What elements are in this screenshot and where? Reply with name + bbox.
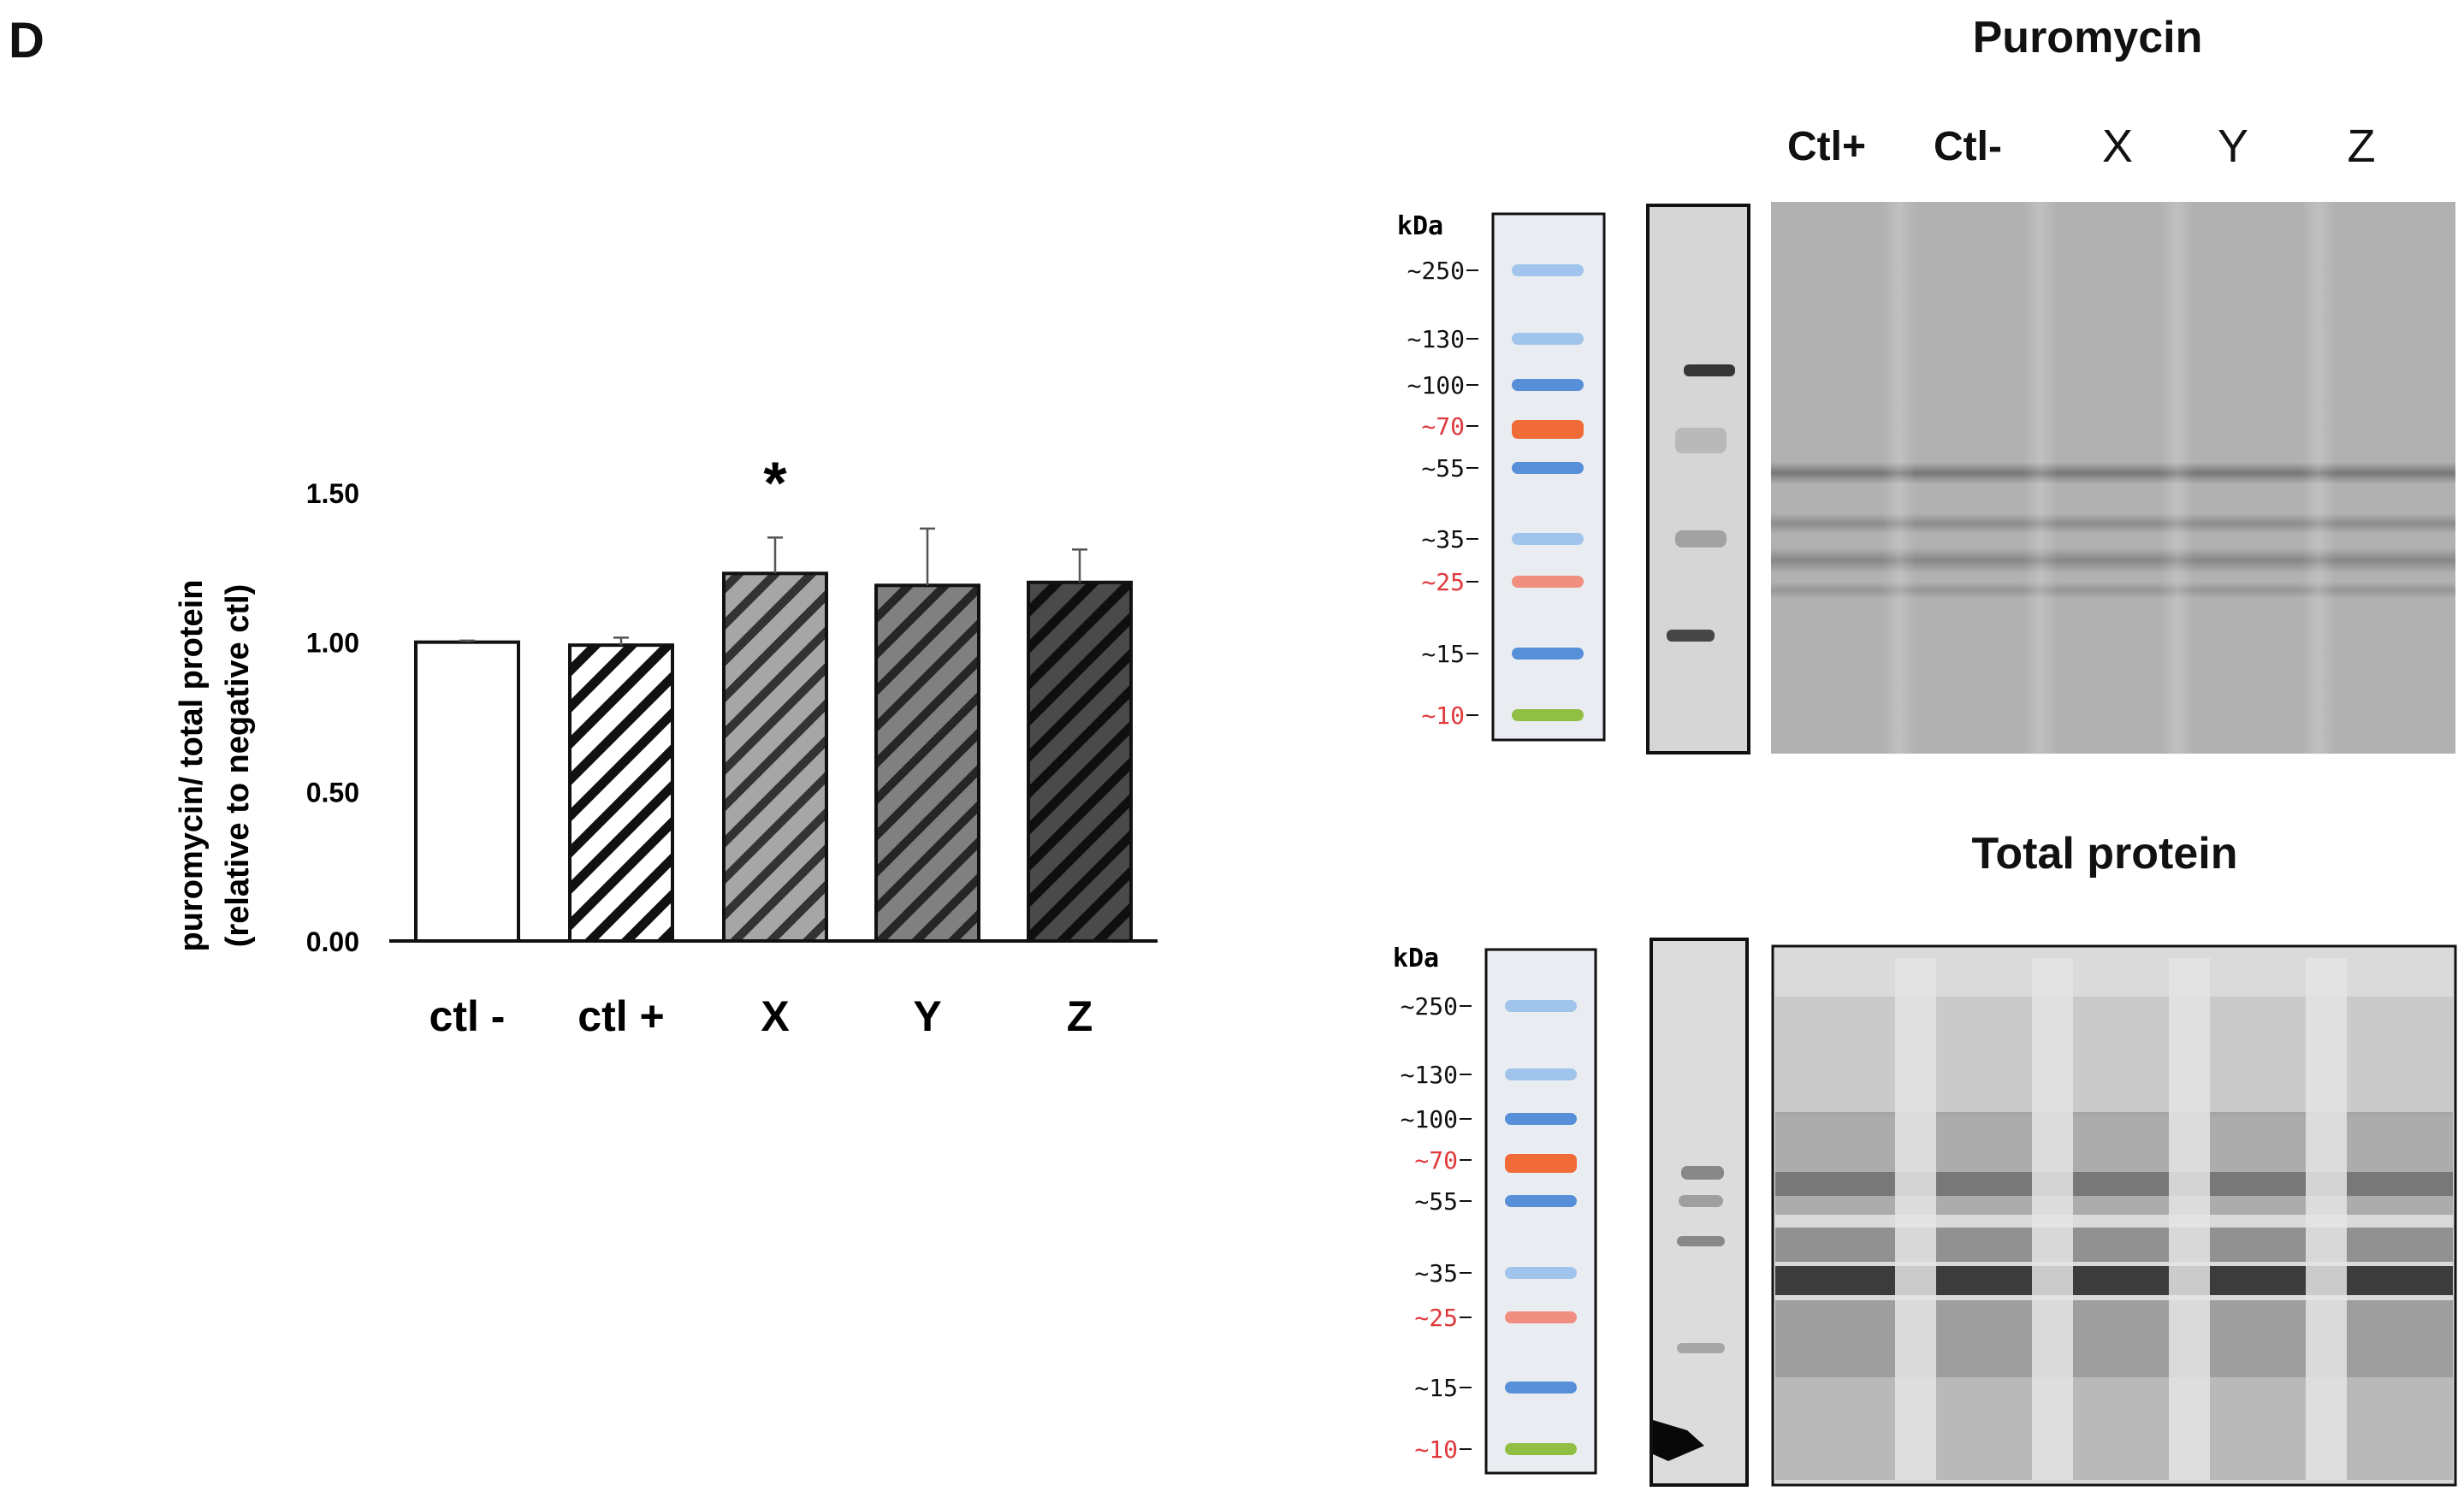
marker-band bbox=[1512, 379, 1584, 391]
marker-band bbox=[1505, 1267, 1577, 1279]
lane-label-z: Z bbox=[2347, 121, 2376, 172]
lane-label-y: Y bbox=[2217, 121, 2249, 172]
marker-band bbox=[1505, 1000, 1577, 1012]
y-axis-title-line-1: puromycin/ total protein bbox=[174, 580, 210, 952]
puromycin-ladder-frame bbox=[1491, 212, 1606, 742]
total-protein-ladder-strip bbox=[1650, 938, 1749, 1487]
y-axis-title: puromycin/ total protein (relative to ne… bbox=[174, 580, 256, 952]
x-tick-label: Y bbox=[913, 992, 941, 1040]
marker-label: ~250 bbox=[1401, 992, 1458, 1021]
puromycin-kda-label: kDa bbox=[1397, 211, 1443, 241]
x-tick-label: ctl - bbox=[429, 992, 506, 1040]
y-tick-label: 1.50 bbox=[306, 478, 359, 509]
marker-label: ~25 bbox=[1421, 568, 1465, 596]
puromycin-blot-title: Puromycin bbox=[1972, 13, 2203, 62]
marker-band bbox=[1512, 420, 1584, 439]
lane-label-ctl-plus: Ctl+ bbox=[1786, 124, 1866, 169]
marker-band bbox=[1505, 1311, 1577, 1323]
marker-label: ~35 bbox=[1421, 525, 1465, 553]
marker-band bbox=[1505, 1113, 1577, 1125]
lane-label-x: X bbox=[2101, 121, 2134, 172]
marker-label: ~130 bbox=[1407, 325, 1465, 353]
lane-label-ctl-minus: Ctl- bbox=[1934, 124, 2002, 169]
marker-band bbox=[1505, 1154, 1577, 1173]
bar-2 bbox=[568, 643, 674, 943]
x-tick-label: X bbox=[761, 992, 789, 1040]
marker-label: ~70 bbox=[1421, 412, 1465, 441]
marker-label: ~25 bbox=[1414, 1304, 1458, 1332]
marker-band bbox=[1505, 1443, 1577, 1455]
puromycin-marker-ladder: kDa ~250 ~130 ~100 ~70 ~55 ~35 ~25 ~15 ~10 bbox=[1397, 211, 1606, 742]
marker-label: ~100 bbox=[1407, 371, 1465, 399]
marker-band bbox=[1512, 648, 1584, 660]
puromycin-ladder-strip bbox=[1646, 204, 1750, 754]
marker-band bbox=[1512, 333, 1584, 345]
panel-label: D bbox=[9, 13, 44, 68]
x-axis-labels: ctl - ctl + X Y Z bbox=[429, 992, 1093, 1040]
marker-label: ~100 bbox=[1401, 1105, 1458, 1133]
marker-band bbox=[1505, 1195, 1577, 1207]
x-tick-label: Z bbox=[1067, 992, 1093, 1040]
marker-band bbox=[1512, 264, 1584, 276]
marker-label: ~10 bbox=[1421, 701, 1465, 730]
bar-chart: puromycin/ total protein (relative to ne… bbox=[174, 449, 1158, 1040]
y-tick-label: 1.00 bbox=[306, 628, 359, 659]
significance-annotation: * bbox=[763, 449, 787, 516]
marker-band bbox=[1512, 462, 1584, 474]
marker-label: ~35 bbox=[1414, 1259, 1458, 1287]
marker-label: ~55 bbox=[1414, 1187, 1458, 1216]
marker-label: ~250 bbox=[1407, 257, 1465, 285]
total-protein-blot-image bbox=[1771, 944, 2457, 1487]
x-tick-label: ctl + bbox=[578, 992, 664, 1040]
annotations: * bbox=[763, 449, 787, 516]
error-bars bbox=[459, 527, 1087, 646]
total-protein-blot-title: Total protein bbox=[1971, 829, 2238, 879]
y-tick-label: 0.50 bbox=[306, 777, 359, 808]
total-protein-kda-label: kDa bbox=[1393, 944, 1439, 973]
total-protein-ladder-frame bbox=[1484, 948, 1597, 1475]
y-tick-label: 0.00 bbox=[306, 926, 359, 957]
bar-5 bbox=[1027, 580, 1133, 943]
marker-band bbox=[1505, 1382, 1577, 1394]
puromycin-blot-image bbox=[1771, 202, 2455, 754]
y-axis-ticks: 0.00 0.50 1.00 1.50 bbox=[306, 478, 359, 957]
marker-band bbox=[1512, 576, 1584, 588]
marker-band bbox=[1512, 709, 1584, 721]
marker-label: ~15 bbox=[1414, 1374, 1458, 1402]
marker-label: ~70 bbox=[1414, 1146, 1458, 1175]
marker-band bbox=[1505, 1068, 1577, 1080]
marker-label: ~55 bbox=[1421, 454, 1465, 482]
marker-band bbox=[1512, 533, 1584, 545]
total-protein-marker-ladder: kDa ~250 ~130 ~100 ~70 ~55 ~35 ~25 ~15 ~10 bbox=[1393, 944, 1597, 1475]
total-protein-marker-labels: ~250 ~130 ~100 ~70 ~55 ~35 ~25 ~15 ~10 bbox=[1401, 992, 1577, 1464]
marker-label: ~15 bbox=[1421, 640, 1465, 668]
marker-label: ~130 bbox=[1401, 1061, 1458, 1089]
marker-label: ~10 bbox=[1414, 1435, 1458, 1464]
y-axis-title-line-2: (relative to negative ctl) bbox=[220, 584, 256, 947]
puromycin-marker-labels: ~250 ~130 ~100 ~70 ~55 ~35 ~25 ~15 ~10 bbox=[1407, 257, 1584, 730]
